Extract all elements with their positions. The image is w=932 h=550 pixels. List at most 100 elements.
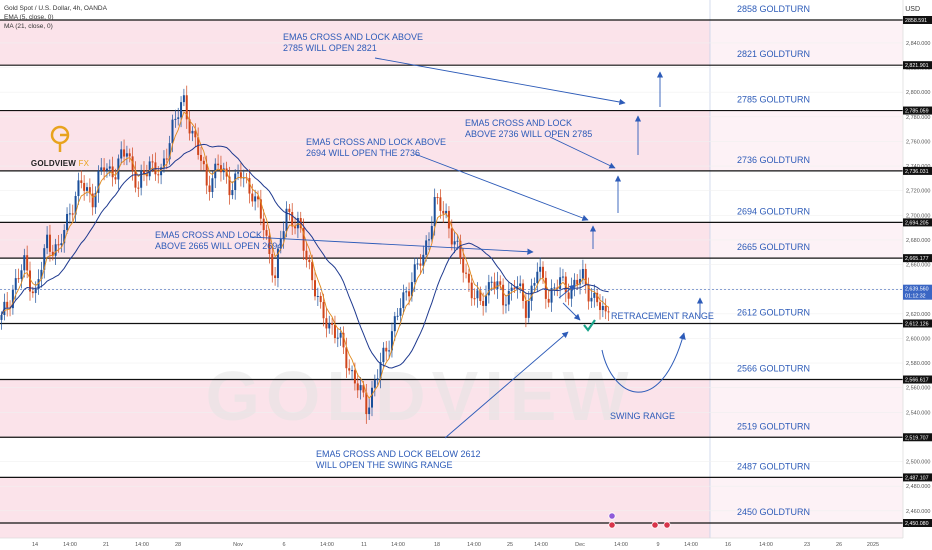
candle-body — [356, 383, 359, 391]
candle-body — [333, 324, 336, 339]
candle-body — [604, 305, 607, 312]
candle-body — [450, 228, 453, 245]
candle-body — [390, 331, 393, 351]
price-tick-label: 2,700.000 — [906, 213, 930, 219]
candle-body — [524, 300, 527, 318]
candle-body — [490, 281, 493, 283]
candle-body — [271, 253, 274, 276]
candle-body — [105, 168, 108, 171]
candle-body — [596, 292, 599, 303]
time-tick-label: 9 — [656, 542, 659, 548]
candle-body — [573, 279, 576, 288]
candle-body — [539, 266, 542, 272]
candle-body — [351, 370, 354, 372]
time-tick-label: 14:00 — [63, 542, 77, 548]
candle-body — [29, 270, 31, 292]
level-price-tag-label: 2,736.031 — [905, 169, 929, 175]
candle-body — [368, 407, 371, 415]
candle-body — [148, 161, 151, 177]
candle-body — [473, 298, 476, 300]
candle-body — [120, 149, 123, 159]
candle-body — [436, 197, 439, 199]
candle-body — [353, 370, 356, 384]
price-band — [0, 523, 903, 538]
candle-body — [88, 187, 91, 194]
candle-body — [80, 180, 83, 183]
economic-event-icon[interactable] — [608, 521, 616, 529]
candle-body — [17, 278, 20, 280]
goldturn-label: 2487 GOLDTURN — [737, 461, 810, 471]
annotation-retracement-range: RETRACEMENT RANGE — [611, 311, 714, 321]
price-tick-label: 2,560.000 — [906, 386, 930, 392]
symbol-title: Gold Spot / U.S. Dollar, 4h, OANDA — [4, 5, 107, 12]
ma-legend[interactable]: MA (21, close, 0) — [4, 23, 53, 30]
candle-body — [405, 291, 408, 293]
time-tick-label: 25 — [507, 542, 513, 548]
candle-body — [482, 301, 485, 306]
candle-body — [311, 262, 314, 281]
candle-body — [459, 240, 462, 259]
time-tick-label: 16 — [725, 542, 731, 548]
candle-body — [11, 289, 14, 309]
candle-body — [316, 295, 319, 297]
candle-body — [373, 380, 376, 388]
candle-body — [331, 322, 334, 325]
goldturn-label: 2519 GOLDTURN — [737, 421, 810, 431]
time-tick-label: 21 — [103, 542, 109, 548]
time-tick-label: Dec — [575, 542, 585, 548]
candle-body — [211, 178, 214, 193]
candle-body — [268, 235, 271, 254]
candle-body — [430, 226, 433, 240]
economic-event-icon[interactable] — [663, 521, 671, 529]
candle-body — [51, 251, 54, 256]
candle-body — [536, 271, 539, 283]
candle-body — [26, 255, 29, 271]
goldturn-label: 2821 GOLDTURN — [737, 49, 810, 59]
economic-event-icon[interactable] — [608, 512, 616, 520]
watermark-text: GOLDVIEW — [205, 357, 634, 435]
candle-body — [43, 248, 46, 270]
candle-body — [470, 282, 473, 299]
candle-body — [131, 156, 134, 171]
candle-body — [445, 210, 448, 214]
candle-body — [46, 234, 49, 249]
level-price-tag — [903, 218, 932, 227]
candle-body — [23, 255, 26, 271]
candle-body — [467, 273, 470, 283]
candle-body — [125, 153, 128, 157]
ema-legend[interactable]: EMA (5, close, 0) — [4, 14, 54, 21]
economic-event-icon[interactable] — [651, 521, 659, 529]
price-axis: 2,460.0002,480.0002,500.0002,520.0002,54… — [902, 0, 932, 550]
candle-body — [465, 272, 468, 274]
level-price-tag — [903, 16, 932, 24]
candle-body — [561, 276, 564, 278]
candle-body — [31, 291, 34, 294]
price-tick-label: 2,780.000 — [906, 115, 930, 121]
candle-body — [556, 287, 559, 289]
candle-body — [180, 102, 183, 118]
level-price-tag — [903, 319, 932, 328]
candle-body — [379, 362, 382, 379]
candle-body — [365, 392, 368, 415]
candle-body — [40, 269, 43, 280]
candle-body — [422, 254, 425, 266]
candle-body — [74, 196, 77, 215]
candle-body — [197, 137, 200, 155]
candle-body — [157, 174, 160, 176]
candle-body — [402, 292, 405, 309]
candle-body — [234, 173, 237, 191]
candle-body — [308, 259, 311, 263]
candle-body — [564, 276, 567, 293]
price-tick-label: 2,840.000 — [906, 41, 930, 47]
time-tick-label: 14:00 — [320, 542, 334, 548]
time-axis: 14 14:00 21 14:00 28 Nov 6 14:00 11 14:00 18 14:00 2… — [0, 512, 932, 550]
candle-body — [191, 130, 194, 134]
level-price-tag-label: 2,665.177 — [905, 256, 929, 262]
candle-body — [134, 170, 137, 188]
candle-body — [325, 318, 328, 329]
candle-body — [239, 172, 242, 179]
candle-body — [200, 154, 202, 161]
level-price-tag-label: 2,519.707 — [905, 435, 929, 441]
goldview-logo-text: GOLDVIEW FX — [30, 159, 90, 168]
